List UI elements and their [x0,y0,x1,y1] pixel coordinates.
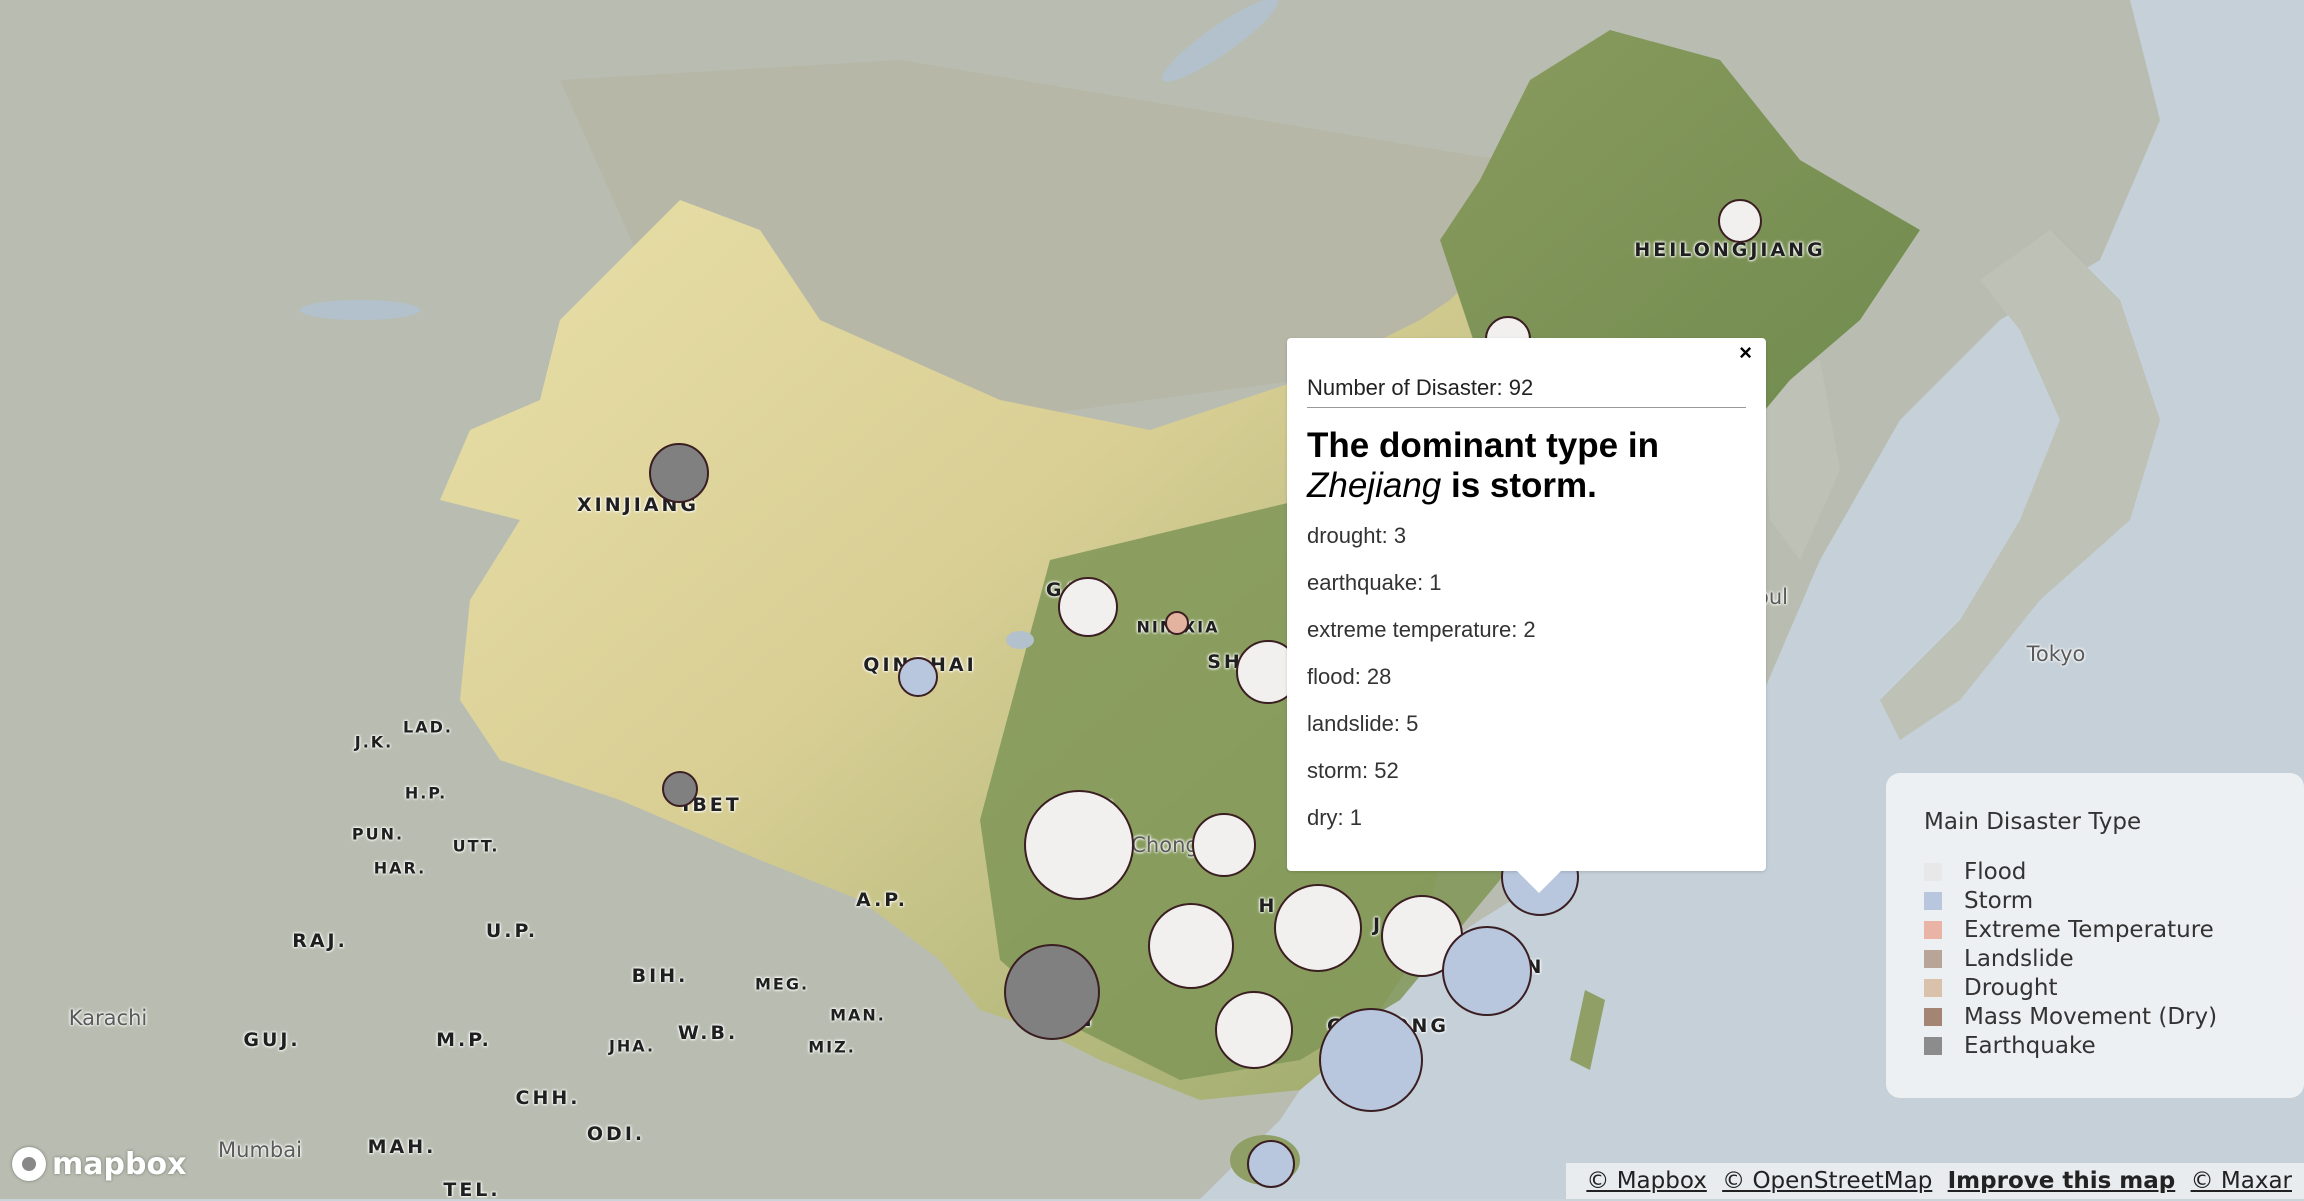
label-meg: MEG. [754,974,810,994]
label-heilongjiang: HEILONGJIANG [1634,239,1826,261]
label-har: HAR. [373,858,427,878]
legend-label: Landslide [1964,945,2074,972]
korea-japan-land [1760,230,2160,740]
legend-label: Mass Movement (Dry) [1964,1003,2218,1030]
legend-swatch [1924,891,1942,910]
legend-label: Extreme Temperature [1964,916,2214,943]
northeast-china-land [1440,30,1920,440]
legend-item-extreme-temperature: Extreme Temperature [1924,915,2304,944]
province-popup: × Number of Disaster: 92 The dominant ty… [1287,338,1766,893]
legend-title: Main Disaster Type [1924,809,2142,835]
label-chh: CHH. [515,1087,581,1109]
popup-count: Number of Disaster: 92 [1307,375,1746,408]
legend-item-landslide: Landslide [1924,944,2304,973]
legend-item-flood: Flood [1924,857,2304,886]
legend-swatch [1924,862,1942,881]
label-tibet: IBET [682,794,742,816]
bubble-hainan[interactable] [1247,1140,1295,1188]
attribution-maxar-link[interactable]: © Maxar [2190,1168,2292,1194]
bubble-hunan[interactable] [1274,884,1362,972]
bubble-sichuan[interactable] [1024,790,1134,900]
label-odi: ODI. [586,1123,646,1145]
popup-row: flood: 28 [1307,664,1392,689]
legend-swatch [1924,978,1942,997]
attribution-mapbox-link[interactable]: © Mapbox [1586,1168,1707,1194]
label-mumbai: Mumbai [218,1138,302,1162]
label-lad: LAD. [403,717,453,737]
legend-label: Drought [1964,974,2058,1001]
legend-swatch [1924,1036,1942,1055]
label-jha: JHA. [608,1036,656,1056]
mapbox-logo-icon [12,1147,46,1181]
mapbox-logo[interactable]: mapbox [12,1142,186,1186]
headline-suffix: is storm. [1451,466,1597,505]
popup-row: drought: 3 [1307,523,1407,548]
popup-row: landslide: 5 [1307,711,1419,736]
label-hp: H.P. [404,783,448,803]
legend: Main Disaster Type Flood Storm Extreme T… [1886,773,2304,1098]
legend-item-drought: Drought [1924,973,2304,1002]
label-pun: PUN. [351,824,405,844]
attribution-osm-link[interactable]: © OpenStreetMap [1722,1168,1933,1194]
lake-qinghai [1006,631,1034,649]
headline-prefix: The dominant type in [1307,426,1659,465]
popup-row: dry: 1 [1307,805,1363,830]
bubble-xinjiang[interactable] [649,443,709,503]
label-miz: MIZ. [808,1037,856,1057]
bubble-heilongjiang[interactable] [1718,199,1762,243]
label-wb: W.B. [677,1022,739,1044]
bubble-guangxi[interactable] [1215,991,1293,1069]
bubble-chongqing[interactable] [1192,813,1256,877]
label-utt: UTT. [452,836,500,856]
legend-swatch [1924,920,1942,939]
label-jk: J.K. [354,732,394,752]
label-karachi: Karachi [68,1006,148,1030]
taiwan-land [1570,990,1605,1070]
label-ap: A.P. [856,889,908,911]
label-chongqing: Chong [1131,833,1199,857]
mapbox-logo-text: mapbox [52,1146,187,1182]
legend-swatch [1924,1007,1942,1026]
label-tokyo: Tokyo [2026,642,2086,666]
popup-headline: The dominant type in Zhejiang is storm. [1307,426,1746,506]
headline-province: Zhejiang [1307,466,1442,505]
label-tel: TEL. [443,1179,501,1201]
bubble-fujian[interactable] [1442,926,1532,1016]
label-shaanxi: SH [1207,651,1243,673]
label-mah: MAH. [367,1136,437,1158]
legend-label: Storm [1964,887,2034,914]
bubble-gansu[interactable] [1058,577,1118,637]
legend-item-earthquake: Earthquake [1924,1031,2304,1060]
label-up: U.P. [485,920,539,942]
label-man: MAN. [830,1005,886,1025]
popup-row: extreme temperature: 2 [1307,617,1536,642]
legend-item-storm: Storm [1924,886,2304,915]
label-hunan: H [1258,895,1278,917]
label-mp: M.P. [436,1029,492,1051]
lake-baikal [1162,0,1278,82]
legend-label: Flood [1964,858,2027,885]
label-guj: GUJ. [243,1029,301,1051]
improve-map-link[interactable]: Improve this map [1947,1168,2176,1194]
lake-balkhash [300,300,420,320]
bubble-ningxia[interactable] [1165,611,1189,635]
label-raj: RAJ. [292,930,348,952]
popup-row: earthquake: 1 [1307,570,1442,595]
label-jiangxi: J [1372,914,1384,936]
label-bih: BIH. [631,965,689,987]
legend-swatch [1924,949,1942,968]
legend-label: Earthquake [1964,1032,2096,1059]
bubble-guangdong[interactable] [1319,1008,1423,1112]
popup-tip [1517,871,1561,893]
popup-row: storm: 52 [1307,758,1399,783]
legend-item-mass-movement-dry: Mass Movement (Dry) [1924,1002,2304,1031]
bubble-tibet[interactable] [662,771,698,807]
attribution-bar: © Mapbox © OpenStreetMap Improve this ma… [1566,1163,2304,1199]
bubble-guizhou[interactable] [1148,903,1234,989]
bubble-yunnan[interactable] [1004,944,1100,1040]
close-icon[interactable]: × [1739,340,1752,365]
bubble-qinghai[interactable] [898,657,938,697]
